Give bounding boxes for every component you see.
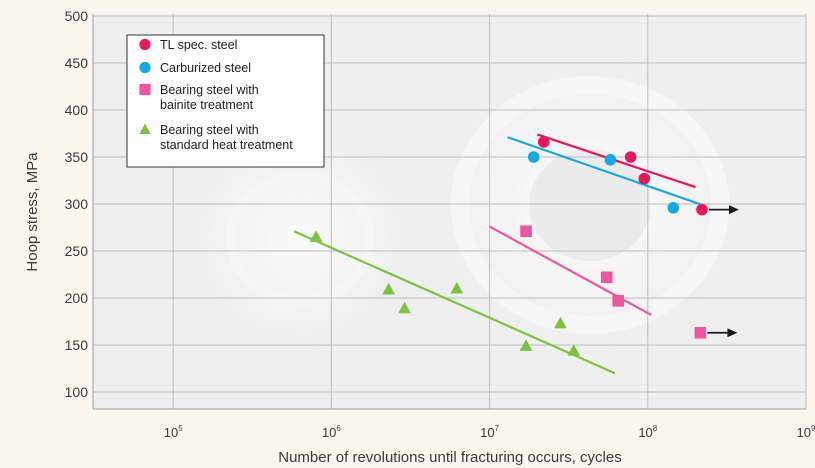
data-point <box>694 326 707 339</box>
x-tick-label: 106 <box>322 424 341 440</box>
x-tick-label: 109 <box>797 424 815 440</box>
trend-line <box>536 133 696 189</box>
legend-label: bainite treatment <box>160 98 254 112</box>
data-point <box>527 151 540 163</box>
data-point <box>537 136 550 148</box>
y-axis-title: Hoop stress, MPa <box>24 152 41 272</box>
data-point <box>696 203 708 216</box>
bearing-illustration <box>185 50 755 360</box>
legend-label: TL spec. steel <box>160 38 237 52</box>
data-point <box>382 282 396 295</box>
runout-arrows <box>707 205 739 338</box>
data-point <box>567 344 581 356</box>
x-tick-label: 107 <box>480 424 499 440</box>
bearing-left-outer <box>185 128 415 348</box>
data-markers <box>309 136 708 356</box>
data-point <box>624 151 637 163</box>
x-tick-label: 105 <box>164 424 183 440</box>
trend-line <box>507 136 706 207</box>
trend-line <box>489 225 652 316</box>
axes: 100 150 200 250 300 350 400 450 500 105 106 107 108 1… <box>65 8 815 440</box>
data-point <box>309 230 323 242</box>
legend-box <box>126 34 325 168</box>
y-tick-label: 200 <box>65 290 89 306</box>
data-point <box>604 154 617 166</box>
legend-label: Bearing steel with <box>160 123 259 137</box>
legend-marker <box>139 38 151 51</box>
y-tick-label: 300 <box>65 196 89 212</box>
legend-label: standard heat treatment <box>160 138 293 152</box>
grid <box>93 14 807 409</box>
legend-marker <box>139 123 151 134</box>
legend: TL spec. steel Carburized steel Bearing st… <box>126 34 325 168</box>
legend-label: Carburized steel <box>160 61 251 75</box>
runout-arrowhead <box>728 205 739 215</box>
data-point <box>638 172 651 185</box>
data-point <box>612 295 625 307</box>
legend-label: Bearing steel with <box>160 83 259 97</box>
y-tick-label: 350 <box>65 149 89 165</box>
data-point <box>553 316 567 329</box>
y-tick-label: 100 <box>65 384 89 400</box>
data-point <box>450 281 464 294</box>
bearing-left-inner <box>225 171 375 305</box>
legend-marker <box>139 83 151 96</box>
bearing-right-ring <box>451 76 729 334</box>
x-tick-label: 108 <box>638 424 657 440</box>
trend-lines <box>293 133 706 375</box>
data-point <box>600 271 613 284</box>
y-tick-label: 250 <box>65 243 89 259</box>
data-point <box>398 301 411 314</box>
y-tick-label: 400 <box>65 102 89 118</box>
data-point <box>520 225 532 238</box>
runout-arrowhead <box>727 328 738 338</box>
bearing-right-inner <box>521 141 659 269</box>
trend-line <box>293 230 616 375</box>
y-tick-label: 500 <box>65 8 89 24</box>
legend-marker <box>139 61 151 74</box>
data-point <box>667 201 680 214</box>
y-tick-label: 150 <box>65 337 89 353</box>
x-axis-title: Number of revolutions until fracturing o… <box>278 449 621 466</box>
y-tick-label: 450 <box>65 55 89 71</box>
data-point <box>519 339 533 351</box>
